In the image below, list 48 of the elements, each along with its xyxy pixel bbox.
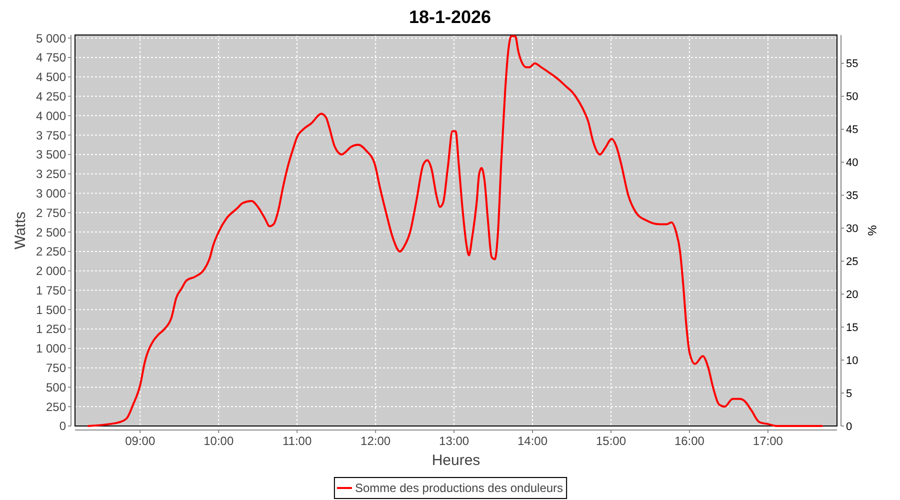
- y2-tick-label: 30: [846, 223, 858, 236]
- y2-tick-label: 0: [846, 420, 852, 433]
- y-tick-label: 4 500: [36, 70, 66, 84]
- line-series: [87, 35, 824, 427]
- y-tick-label: 5 000: [36, 31, 66, 46]
- x-tick-label: 11:00: [282, 434, 312, 448]
- chart-title: 18-1-2026: [408, 7, 492, 27]
- y-tick-label: 4 000: [36, 108, 66, 123]
- x-tick-label: 14:00: [518, 434, 548, 448]
- y-tick-label: 500: [46, 380, 66, 394]
- y-tick-label: 2 250: [36, 244, 66, 259]
- legend-label: Somme des productions des onduleurs: [354, 481, 564, 495]
- y-tick-label: 250: [46, 400, 66, 414]
- y2-tick-label: 50: [846, 91, 858, 104]
- y-tick-label: 0: [59, 419, 66, 434]
- y-tick-label: 2 500: [36, 225, 66, 240]
- y2-tick-label: 10: [846, 354, 858, 367]
- y-tick-label: 4 250: [36, 89, 66, 104]
- y-tick-label: 3 250: [36, 167, 66, 182]
- y2-tick-label: 40: [846, 157, 858, 170]
- y-tick-label: 1 500: [36, 302, 66, 317]
- y-tick-label: 3 500: [36, 148, 66, 162]
- y-tick-label: 4 750: [36, 50, 66, 65]
- x-tick-label: 16:00: [674, 434, 705, 448]
- y2-tick-label: 45: [846, 124, 858, 136]
- x-tick-label: 09:00: [125, 434, 156, 448]
- y2-axis-title: %: [865, 225, 879, 236]
- y2-tick-label: 25: [846, 256, 858, 268]
- y-tick-label: 2 750: [36, 206, 66, 220]
- y-tick-label: 3 750: [36, 128, 66, 142]
- y2-tick-label: 55: [846, 58, 858, 70]
- y-tick-label: 1 250: [36, 322, 66, 336]
- y2-tick-label: 15: [846, 322, 858, 334]
- x-tick-label: 12:00: [360, 434, 391, 448]
- x-tick-label: 15:00: [596, 434, 626, 448]
- y2-tick-label: 5: [846, 388, 852, 400]
- x-tick-label: 17:00: [752, 434, 784, 448]
- y2-tick-label: 35: [846, 190, 858, 202]
- y-axis-title: Watts: [12, 212, 29, 250]
- y-tick-label: 3 000: [36, 186, 66, 200]
- y2-tick-label: 20: [846, 288, 858, 301]
- x-tick-label: 13:00: [439, 434, 470, 448]
- x-tick-label: 10:00: [204, 434, 234, 448]
- y-tick-label: 750: [46, 361, 66, 376]
- y-tick-label: 1 750: [36, 283, 66, 298]
- x-axis-title: Heures: [432, 452, 480, 469]
- y-tick-label: 1 000: [36, 342, 66, 356]
- y-tick-label: 2 000: [36, 264, 66, 278]
